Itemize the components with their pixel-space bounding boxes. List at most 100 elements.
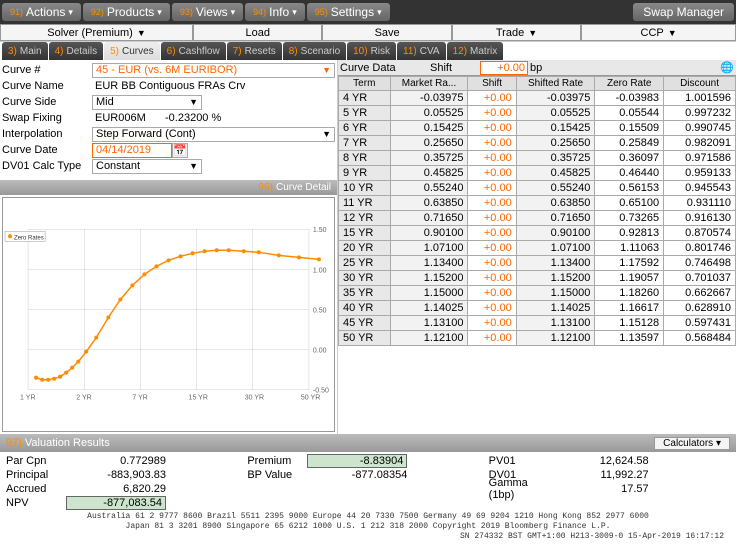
shift-cell: +0.00 bbox=[468, 211, 516, 226]
table-row[interactable]: 35 YR1.15000+0.001.150001.182600.662667 bbox=[339, 286, 736, 301]
bp-label: bp bbox=[530, 62, 542, 74]
ccp-dropdown[interactable]: CCP▼ bbox=[581, 24, 736, 41]
chart-title-bar: 96)Curve Detail bbox=[0, 180, 337, 195]
term-cell: 35 YR bbox=[339, 286, 391, 301]
zero-cell: 1.11063 bbox=[595, 241, 664, 256]
table-row[interactable]: 20 YR1.07100+0.001.071001.110630.801746 bbox=[339, 241, 736, 256]
table-row[interactable]: 7 YR0.25650+0.000.256500.258490.982091 bbox=[339, 136, 736, 151]
table-row[interactable]: 40 YR1.14025+0.001.140251.166170.628910 bbox=[339, 301, 736, 316]
zero-cell: 0.65100 bbox=[595, 196, 664, 211]
tab-resets[interactable]: 7)Resets bbox=[227, 42, 282, 60]
term-cell: 7 YR bbox=[339, 136, 391, 151]
svg-text:2 YR: 2 YR bbox=[76, 395, 91, 402]
table-row[interactable]: 15 YR0.90100+0.000.901000.928130.870574 bbox=[339, 226, 736, 241]
shift-cell: +0.00 bbox=[468, 121, 516, 136]
column-header[interactable]: Shifted Rate bbox=[516, 77, 595, 91]
curve-table-container[interactable]: TermMarket Ra...ShiftShifted RateZero Ra… bbox=[338, 76, 736, 434]
tab-main[interactable]: 3)Main bbox=[2, 42, 48, 60]
curve-side-input[interactable]: Mid▼ bbox=[92, 95, 202, 110]
menu-views[interactable]: 93)Views▾ bbox=[172, 3, 243, 21]
trade-dropdown[interactable]: Trade▼ bbox=[452, 24, 581, 41]
zero-cell: 0.73265 bbox=[595, 211, 664, 226]
data-cell: 0.15425 bbox=[390, 121, 468, 136]
zero-cell: -0.03983 bbox=[595, 91, 664, 106]
zero-cell: 1.15128 bbox=[595, 316, 664, 331]
table-row[interactable]: 50 YR1.12100+0.001.121001.135970.568484 bbox=[339, 331, 736, 346]
table-row[interactable]: 11 YR0.63850+0.000.638500.651000.931110 bbox=[339, 196, 736, 211]
valuation-value: -883,903.83 bbox=[66, 469, 166, 481]
curve-date-input[interactable]: 04/14/2019 bbox=[92, 143, 172, 158]
valuation-row: Par Cpn0.772989 bbox=[6, 454, 247, 468]
svg-text:15 YR: 15 YR bbox=[189, 395, 208, 402]
data-cell: 0.71650 bbox=[516, 211, 595, 226]
valuation-value: 17.57 bbox=[549, 483, 649, 495]
menu-settings[interactable]: 95)Settings▾ bbox=[307, 3, 390, 21]
menu-actions[interactable]: 91)Actions▾ bbox=[2, 3, 81, 21]
term-cell: 12 YR bbox=[339, 211, 391, 226]
curve-table: TermMarket Ra...ShiftShifted RateZero Ra… bbox=[338, 76, 736, 346]
term-cell: 5 YR bbox=[339, 106, 391, 121]
discount-cell: 0.931110 bbox=[664, 196, 736, 211]
tab-cva[interactable]: 11)CVA bbox=[397, 42, 446, 60]
table-row[interactable]: 9 YR0.45825+0.000.458250.464400.959133 bbox=[339, 166, 736, 181]
term-cell: 8 YR bbox=[339, 151, 391, 166]
calendar-icon[interactable]: 📅 bbox=[172, 143, 188, 158]
zero-cell: 1.13597 bbox=[595, 331, 664, 346]
table-row[interactable]: 30 YR1.15200+0.001.152001.190570.701037 bbox=[339, 271, 736, 286]
table-row[interactable]: 12 YR0.71650+0.000.716500.732650.916130 bbox=[339, 211, 736, 226]
table-row[interactable]: 4 YR-0.03975+0.00-0.03975-0.039831.00159… bbox=[339, 91, 736, 106]
data-cell: 0.25650 bbox=[516, 136, 595, 151]
menu-info[interactable]: 94)Info▾ bbox=[245, 3, 305, 21]
solver-dropdown[interactable]: Solver (Premium)▼ bbox=[0, 24, 193, 41]
tab-scenario[interactable]: 8)Scenario bbox=[283, 42, 346, 60]
shift-input[interactable]: +0.00 bbox=[480, 61, 528, 75]
valuation-label: Gamma (1bp) bbox=[489, 477, 549, 501]
tabbar: 3)Main4)Details5)Curves6)Cashflow7)Reset… bbox=[0, 42, 736, 60]
main-area: Curve #45 - EUR (vs. 6M EURIBOR)▼ Curve … bbox=[0, 60, 736, 434]
curve-chart[interactable]: 1.501.000.500.00-0.501 YR2 YR7 YR15 YR30… bbox=[2, 197, 335, 432]
data-cell: 1.14025 bbox=[390, 301, 468, 316]
tab-cashflow[interactable]: 6)Cashflow bbox=[161, 42, 226, 60]
shift-cell: +0.00 bbox=[468, 316, 516, 331]
data-cell: 1.15200 bbox=[390, 271, 468, 286]
globe-icon[interactable]: 🌐 bbox=[720, 61, 734, 74]
tab-risk[interactable]: 10)Risk bbox=[347, 42, 396, 60]
table-row[interactable]: 5 YR0.05525+0.000.055250.055440.997232 bbox=[339, 106, 736, 121]
zero-cell: 1.18260 bbox=[595, 286, 664, 301]
table-row[interactable]: 45 YR1.13100+0.001.131001.151280.597431 bbox=[339, 316, 736, 331]
calculators-button[interactable]: Calculators ▾ bbox=[654, 437, 730, 450]
data-cell: 1.13400 bbox=[390, 256, 468, 271]
valuation-value: 12,624.58 bbox=[549, 455, 649, 467]
column-header[interactable]: Market Ra... bbox=[390, 77, 468, 91]
table-row[interactable]: 6 YR0.15425+0.000.154250.155090.990745 bbox=[339, 121, 736, 136]
curve-num-input[interactable]: 45 - EUR (vs. 6M EURIBOR)▼ bbox=[92, 63, 335, 78]
dv01-input[interactable]: Constant▼ bbox=[92, 159, 202, 174]
term-cell: 25 YR bbox=[339, 256, 391, 271]
interpolation-input[interactable]: Step Forward (Cont)▼ bbox=[92, 127, 335, 142]
shift-cell: +0.00 bbox=[468, 166, 516, 181]
svg-text:7 YR: 7 YR bbox=[132, 395, 147, 402]
tab-curves[interactable]: 5)Curves bbox=[104, 42, 160, 60]
curve-name-value: EUR BB Contiguous FRAs Crv bbox=[92, 79, 335, 94]
data-cell: 0.45825 bbox=[516, 166, 595, 181]
term-cell: 40 YR bbox=[339, 301, 391, 316]
term-cell: 11 YR bbox=[339, 196, 391, 211]
valuation-row: BP Value-877.08354 bbox=[247, 468, 488, 482]
table-row[interactable]: 10 YR0.55240+0.000.552400.561530.945543 bbox=[339, 181, 736, 196]
table-row[interactable]: 25 YR1.13400+0.001.134001.175920.746498 bbox=[339, 256, 736, 271]
column-header[interactable]: Term bbox=[339, 77, 391, 91]
curve-num-label: Curve # bbox=[2, 64, 92, 76]
tab-matrix[interactable]: 12)Matrix bbox=[447, 42, 504, 60]
menu-products[interactable]: 92)Products▾ bbox=[83, 3, 170, 21]
column-header[interactable]: Shift bbox=[468, 77, 516, 91]
save-button[interactable]: Save bbox=[322, 24, 451, 41]
column-header[interactable]: Zero Rate bbox=[595, 77, 664, 91]
column-header[interactable]: Discount bbox=[664, 77, 736, 91]
valuation-value: -8.83904 bbox=[307, 454, 407, 468]
tab-details[interactable]: 4)Details bbox=[49, 42, 103, 60]
data-cell: 1.15000 bbox=[390, 286, 468, 301]
table-row[interactable]: 8 YR0.35725+0.000.357250.360970.971586 bbox=[339, 151, 736, 166]
discount-cell: 0.997232 bbox=[664, 106, 736, 121]
load-button[interactable]: Load bbox=[193, 24, 322, 41]
valuation-value: 11,992.27 bbox=[549, 469, 649, 481]
